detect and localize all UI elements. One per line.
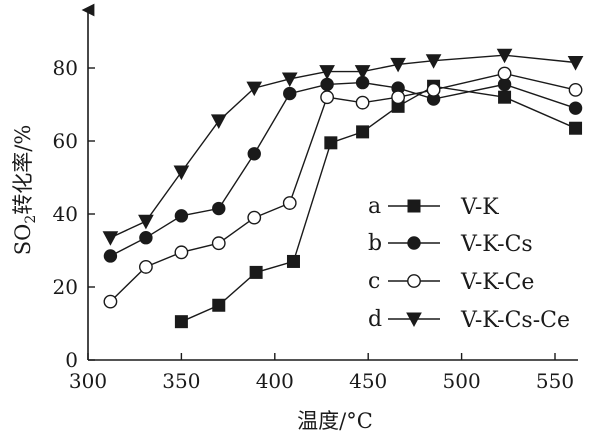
legend-label: V-K — [460, 195, 499, 220]
series-d — [102, 48, 584, 246]
data-point-d — [567, 56, 584, 71]
data-point-c — [211, 236, 226, 251]
legend-item-b: b V-K-Cs — [368, 231, 533, 257]
y-tick-label: 0 — [65, 348, 78, 372]
y-axis-title-post: 转化率/% — [11, 125, 35, 215]
x-tick-label: 300 — [69, 369, 107, 393]
data-point-d — [496, 48, 513, 64]
legend-item-c: c V-K-Ce — [368, 269, 534, 295]
data-point-c — [568, 83, 583, 97]
legend-label: V-K-Cs — [460, 232, 533, 257]
y-tick-label: 20 — [53, 275, 78, 299]
data-point-c — [355, 95, 370, 110]
data-point-d — [390, 57, 406, 73]
legend-item-d: d V-K-Cs-Ce — [368, 307, 570, 333]
data-point-c — [320, 90, 335, 105]
y-axis-title-sub: 2 — [23, 215, 39, 224]
data-point-c — [103, 294, 118, 309]
data-point-a — [174, 315, 188, 329]
legend-label: V-K-Cs-Ce — [460, 308, 570, 333]
series-line-b — [110, 81, 576, 257]
legend-key: a — [368, 194, 381, 219]
data-point-c — [426, 83, 441, 97]
data-point-c — [247, 210, 262, 225]
data-point-d — [210, 114, 227, 129]
data-point-a — [569, 121, 583, 135]
legend-item-a: a V-K — [368, 194, 499, 220]
x-tick-label: 400 — [256, 369, 294, 393]
legend-key: d — [368, 307, 382, 332]
series-layer — [102, 48, 584, 329]
legend-marker — [407, 236, 421, 250]
data-point-b — [320, 77, 334, 92]
legend-label: V-K-Ce — [460, 270, 534, 295]
data-point-d — [425, 54, 442, 69]
data-point-b — [139, 231, 153, 245]
x-tick-label: 500 — [443, 369, 481, 393]
data-point-d — [319, 65, 335, 80]
data-point-d — [354, 65, 371, 80]
y-tick-label: 40 — [53, 202, 78, 226]
y-axis-title: SO2转化率/% — [11, 125, 39, 256]
data-point-c — [139, 260, 153, 274]
legend-key: c — [368, 269, 380, 294]
x-tick-label: 350 — [162, 369, 200, 393]
data-point-c — [282, 196, 297, 210]
x-axis-title: 温度/°C — [297, 409, 373, 433]
data-point-b — [103, 249, 118, 263]
data-point-d — [173, 165, 190, 181]
data-point-a — [212, 298, 226, 312]
y-axis-title-pre: SO — [11, 224, 35, 256]
y-tick-label: 60 — [53, 129, 78, 153]
data-point-a — [249, 265, 263, 279]
data-point-c — [174, 245, 189, 260]
data-point-b — [212, 201, 226, 216]
data-point-c — [497, 66, 512, 81]
data-point-c — [391, 90, 405, 105]
legend-marker — [407, 274, 421, 288]
data-point-b — [283, 86, 297, 101]
y-tick-label: 80 — [53, 56, 78, 80]
axes: 300 350 400 450 500 550 0 20 40 60 80 — [53, 3, 578, 393]
data-point-a — [356, 125, 370, 139]
data-point-b — [247, 147, 261, 161]
series-c — [103, 66, 583, 309]
data-point-a — [498, 90, 512, 104]
data-point-a — [324, 136, 338, 150]
legend: a V-K b V-K-Cs c V-K-Ce d V-K-Cs-Ce — [368, 194, 570, 333]
x-tick-label: 450 — [349, 369, 387, 393]
data-point-b — [174, 209, 189, 223]
data-point-d — [138, 214, 154, 230]
legend-key: b — [368, 231, 382, 256]
series-line-d — [110, 54, 576, 239]
data-point-d — [246, 81, 263, 97]
data-point-a — [286, 254, 300, 268]
series-line-c — [109, 72, 576, 303]
legend-marker — [406, 312, 422, 328]
legend-marker — [407, 199, 421, 213]
x-tick-label: 550 — [536, 369, 574, 393]
data-point-d — [102, 231, 119, 246]
data-point-d — [281, 72, 298, 88]
data-point-b — [568, 101, 583, 115]
